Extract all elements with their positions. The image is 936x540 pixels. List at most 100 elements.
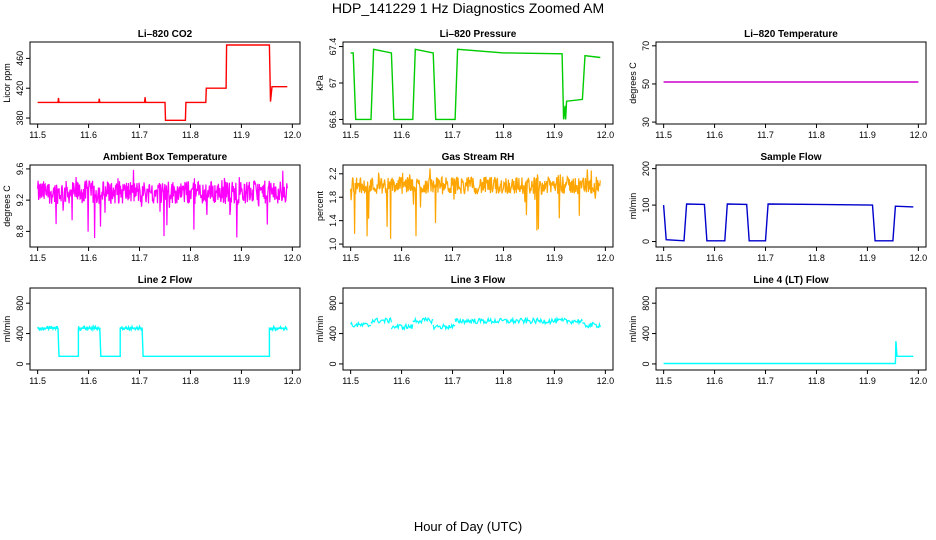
y-tick-label: 100 [641, 198, 651, 213]
panel-3: Li–820 Temperature 11.5 11.6 11.7 11.8 11.9 12… [628, 29, 927, 140]
x-tick-label: 11.6 [393, 376, 410, 386]
y-tick-label: 1.8 [328, 191, 338, 204]
x-tick-label: 12.0 [284, 376, 302, 386]
x-tick-label: 11.9 [859, 253, 876, 263]
x-tick-label: 12.0 [910, 376, 928, 386]
x-tick-label: 11.5 [342, 253, 359, 263]
series-band [412, 316, 434, 325]
y-tick-label: 70 [641, 41, 651, 51]
y-tick-label: 400 [15, 326, 25, 341]
x-tick-label: 11.7 [757, 376, 774, 386]
x-tick-label: 11.7 [444, 130, 461, 140]
panel-title: Ambient Box Temperature [103, 152, 228, 163]
plot-frame [655, 287, 927, 371]
y-axis-label: percent [315, 190, 325, 221]
panel-title: Line 4 (LT) Flow [753, 275, 829, 286]
y-tick-label: 66.6 [328, 111, 338, 129]
x-tick-label: 11.8 [495, 130, 512, 140]
panels: Li–820 CO2 11.5 11.6 11.7 11.8 11.9 12.0 380 420… [2, 29, 927, 386]
plot-frame [655, 164, 927, 248]
y-tick-label: 800 [15, 296, 25, 311]
y-axis-label: ml/min [628, 316, 638, 343]
y-axis-label: ml/min [2, 316, 12, 343]
panel-1: Li–820 CO2 11.5 11.6 11.7 11.8 11.9 12.0 380 420… [2, 29, 301, 140]
x-tick-label: 12.0 [284, 130, 302, 140]
x-tick-label: 11.9 [546, 130, 563, 140]
y-axis-label: kPa [315, 75, 325, 91]
x-tick-label: 11.5 [655, 253, 672, 263]
panel-7: Line 2 Flow 11.5 11.6 11.7 11.8 11.9 12.0 0 400 8… [2, 275, 301, 386]
data-layer [662, 203, 914, 242]
series-line [662, 203, 914, 242]
y-tick-label: 67 [328, 78, 338, 88]
panel-title: Gas Stream RH [442, 152, 515, 163]
x-tick-label: 11.8 [182, 130, 199, 140]
x-tick-label: 11.5 [342, 376, 359, 386]
y-tick-label: 380 [15, 111, 25, 126]
y-tick-label: 460 [15, 51, 25, 66]
plot-frame [655, 41, 927, 125]
x-tick-label: 11.9 [546, 253, 563, 263]
y-tick-label: 800 [328, 296, 338, 311]
y-tick-label: 200 [641, 161, 651, 176]
y-axis-label: ml/min [315, 316, 325, 343]
x-tick-label: 11.6 [706, 376, 723, 386]
x-tick-label: 11.7 [444, 253, 461, 263]
x-tick-label: 11.5 [342, 130, 359, 140]
panel-title: Sample Flow [760, 152, 821, 163]
y-tick-label: 30 [641, 117, 651, 127]
x-tick-label: 11.8 [495, 376, 512, 386]
x-tick-label: 12.0 [597, 253, 615, 263]
data-layer [663, 341, 914, 365]
x-tick-label: 12.0 [284, 253, 302, 263]
panel-2: Li–820 Pressure 11.5 11.6 11.7 11.8 11.9 12.0 6… [315, 29, 614, 140]
y-axis-label: Licor ppm [2, 63, 12, 103]
x-tick-label: 11.6 [393, 130, 410, 140]
panel-title: Li–820 Pressure [440, 29, 517, 40]
y-tick-label: 9.2 [15, 194, 25, 207]
y-tick-label: 0 [328, 361, 338, 366]
x-tick-label: 11.9 [233, 376, 250, 386]
x-axis-title: Hour of Day (UTC) [414, 519, 522, 534]
x-tick-label: 11.9 [859, 130, 876, 140]
plot-frame [29, 41, 301, 125]
data-layer [350, 168, 601, 239]
y-tick-label: 400 [641, 326, 651, 341]
x-tick-label: 11.8 [495, 253, 512, 263]
y-tick-label: 8.8 [15, 225, 25, 238]
series-line [663, 341, 914, 365]
data-layer [350, 48, 601, 121]
y-tick-label: 9.6 [15, 163, 25, 176]
x-tick-label: 12.0 [597, 130, 615, 140]
x-tick-label: 11.6 [80, 253, 97, 263]
x-tick-label: 11.6 [80, 376, 97, 386]
series-line [37, 327, 288, 357]
plot-frame [29, 164, 301, 248]
data-layer [37, 169, 288, 239]
y-tick-label: 1.4 [328, 214, 338, 227]
series-band [454, 316, 583, 326]
x-tick-label: 11.8 [182, 376, 199, 386]
x-tick-label: 11.7 [757, 253, 774, 263]
panel-6: Sample Flow 11.5 11.6 11.7 11.8 11.9 12.0 0 100 2… [628, 152, 927, 263]
y-axis-label: degrees C [2, 185, 12, 227]
series-band [582, 321, 601, 329]
x-tick-label: 12.0 [597, 376, 615, 386]
x-tick-label: 11.5 [29, 376, 46, 386]
x-tick-label: 11.8 [808, 253, 825, 263]
x-tick-label: 11.7 [757, 130, 774, 140]
plot-frame [342, 164, 614, 248]
x-tick-label: 11.9 [546, 376, 563, 386]
x-tick-label: 11.7 [131, 376, 148, 386]
x-tick-label: 11.5 [29, 130, 46, 140]
x-tick-label: 11.7 [131, 130, 148, 140]
x-tick-label: 11.9 [859, 376, 876, 386]
x-tick-label: 11.5 [655, 376, 672, 386]
x-tick-label: 11.6 [706, 130, 723, 140]
y-tick-label: 800 [641, 296, 651, 311]
x-tick-label: 11.8 [182, 253, 199, 263]
series-band [390, 322, 414, 331]
plot-frame [342, 41, 614, 125]
y-tick-label: 1.0 [328, 238, 338, 251]
